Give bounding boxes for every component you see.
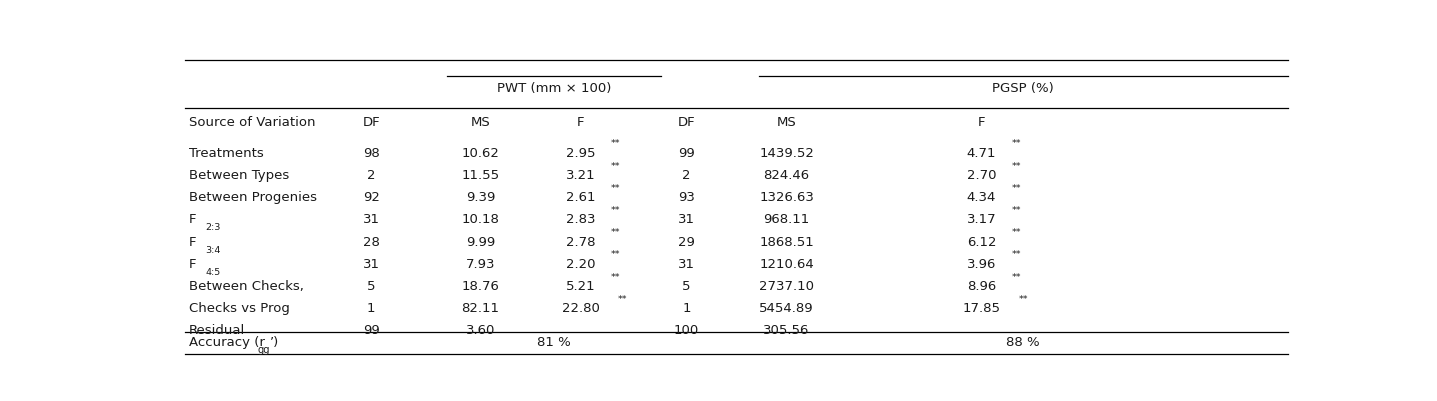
Text: 2.95: 2.95 — [566, 147, 595, 160]
Text: 824.46: 824.46 — [763, 169, 809, 182]
Text: F: F — [977, 116, 986, 129]
Text: **: ** — [1012, 139, 1022, 148]
Text: 10.62: 10.62 — [461, 147, 499, 160]
Text: **: ** — [618, 295, 627, 304]
Text: F: F — [576, 116, 585, 129]
Text: 31: 31 — [678, 213, 696, 226]
Text: 10.18: 10.18 — [461, 213, 499, 226]
Text: Treatments: Treatments — [188, 147, 263, 160]
Text: 3.60: 3.60 — [466, 324, 494, 338]
Text: 3.96: 3.96 — [967, 258, 996, 271]
Text: **: ** — [1012, 228, 1022, 237]
Text: PWT (mm × 100): PWT (mm × 100) — [497, 82, 611, 95]
Text: 3.17: 3.17 — [967, 213, 996, 226]
Text: **: ** — [611, 251, 621, 259]
Text: 5: 5 — [683, 280, 691, 293]
Text: 18.76: 18.76 — [461, 280, 499, 293]
Text: F: F — [188, 213, 195, 226]
Text: 2.20: 2.20 — [566, 258, 595, 271]
Text: DF: DF — [677, 116, 696, 129]
Text: **: ** — [611, 273, 621, 282]
Text: 99: 99 — [678, 147, 694, 160]
Text: 8.96: 8.96 — [967, 280, 996, 293]
Text: 9.39: 9.39 — [466, 191, 494, 204]
Text: 17.85: 17.85 — [963, 302, 1000, 315]
Text: Between Types: Between Types — [188, 169, 289, 182]
Text: **: ** — [1012, 273, 1022, 282]
Text: ’): ’) — [270, 336, 279, 350]
Text: **: ** — [611, 162, 621, 170]
Text: 99: 99 — [362, 324, 379, 338]
Text: Between Checks,: Between Checks, — [188, 280, 303, 293]
Text: 2.78: 2.78 — [566, 235, 595, 249]
Text: 4.71: 4.71 — [967, 147, 996, 160]
Text: 5.21: 5.21 — [566, 280, 595, 293]
Text: PGSP (%): PGSP (%) — [993, 82, 1055, 95]
Text: 2:3: 2:3 — [205, 223, 221, 232]
Text: 2.70: 2.70 — [967, 169, 996, 182]
Text: **: ** — [1012, 251, 1022, 259]
Text: 82.11: 82.11 — [461, 302, 499, 315]
Text: 31: 31 — [678, 258, 696, 271]
Text: MS: MS — [470, 116, 490, 129]
Text: 2.83: 2.83 — [566, 213, 595, 226]
Text: **: ** — [1012, 162, 1022, 170]
Text: **: ** — [611, 139, 621, 148]
Text: gg: gg — [257, 345, 270, 355]
Text: 31: 31 — [362, 258, 379, 271]
Text: 1: 1 — [683, 302, 691, 315]
Text: 1868.51: 1868.51 — [759, 235, 813, 249]
Text: 3.21: 3.21 — [566, 169, 595, 182]
Text: Checks vs Prog: Checks vs Prog — [188, 302, 289, 315]
Text: 9.99: 9.99 — [466, 235, 494, 249]
Text: 3:4: 3:4 — [205, 245, 221, 255]
Text: 5: 5 — [366, 280, 375, 293]
Text: 2.61: 2.61 — [566, 191, 595, 204]
Text: Source of Variation: Source of Variation — [188, 116, 315, 129]
Text: 7.93: 7.93 — [466, 258, 496, 271]
Text: 88 %: 88 % — [1006, 336, 1040, 350]
Text: 98: 98 — [362, 147, 379, 160]
Text: 11.55: 11.55 — [461, 169, 500, 182]
Text: 305.56: 305.56 — [763, 324, 810, 338]
Text: 1210.64: 1210.64 — [759, 258, 813, 271]
Text: **: ** — [1019, 295, 1027, 304]
Text: **: ** — [611, 184, 621, 193]
Text: 31: 31 — [362, 213, 379, 226]
Text: **: ** — [1012, 184, 1022, 193]
Text: 81 %: 81 % — [537, 336, 570, 350]
Text: F: F — [188, 235, 195, 249]
Text: 29: 29 — [678, 235, 694, 249]
Text: **: ** — [1012, 206, 1022, 215]
Text: 4.34: 4.34 — [967, 191, 996, 204]
Text: 2737.10: 2737.10 — [759, 280, 815, 293]
Text: 92: 92 — [362, 191, 379, 204]
Text: Residual: Residual — [188, 324, 244, 338]
Text: 28: 28 — [362, 235, 379, 249]
Text: 968.11: 968.11 — [763, 213, 809, 226]
Text: Between Progenies: Between Progenies — [188, 191, 316, 204]
Text: 5454.89: 5454.89 — [759, 302, 813, 315]
Text: 4:5: 4:5 — [205, 268, 220, 277]
Text: 1326.63: 1326.63 — [759, 191, 813, 204]
Text: DF: DF — [362, 116, 379, 129]
Text: **: ** — [611, 206, 621, 215]
Text: 2: 2 — [366, 169, 375, 182]
Text: MS: MS — [777, 116, 796, 129]
Text: **: ** — [611, 228, 621, 237]
Text: 1: 1 — [366, 302, 375, 315]
Text: 100: 100 — [674, 324, 698, 338]
Text: F: F — [188, 258, 195, 271]
Text: 93: 93 — [678, 191, 694, 204]
Text: 1439.52: 1439.52 — [759, 147, 813, 160]
Text: Accuracy (r: Accuracy (r — [188, 336, 264, 350]
Text: 22.80: 22.80 — [562, 302, 599, 315]
Text: 6.12: 6.12 — [967, 235, 996, 249]
Text: 2: 2 — [683, 169, 691, 182]
